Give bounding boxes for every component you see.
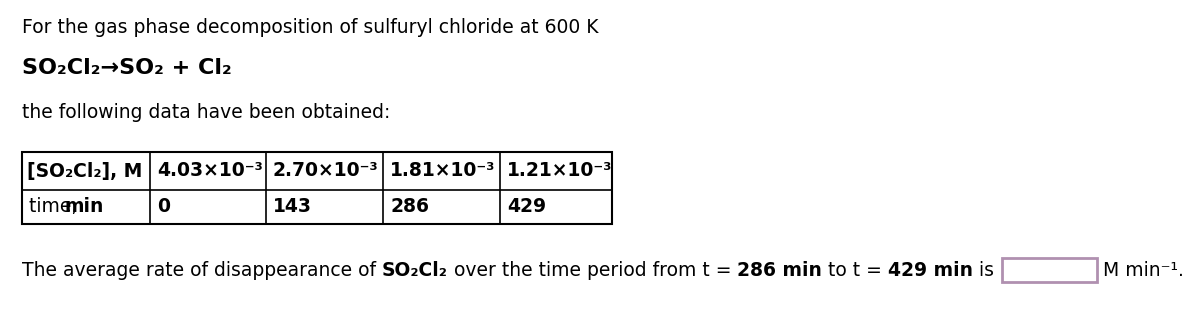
- Text: 1.81×10⁻³: 1.81×10⁻³: [390, 162, 496, 180]
- Text: 429: 429: [508, 197, 546, 217]
- Text: The average rate of disappearance of: The average rate of disappearance of: [22, 260, 382, 280]
- Text: over the time period from t =: over the time period from t =: [448, 260, 737, 280]
- Text: 429 min: 429 min: [888, 260, 973, 280]
- Text: time,: time,: [29, 197, 83, 217]
- Text: For the gas phase decomposition of sulfuryl chloride at 600 K: For the gas phase decomposition of sulfu…: [22, 18, 599, 37]
- Text: 4.03×10⁻³: 4.03×10⁻³: [157, 162, 263, 180]
- Text: 286: 286: [390, 197, 430, 217]
- FancyBboxPatch shape: [1002, 258, 1097, 282]
- Text: the following data have been obtained:: the following data have been obtained:: [22, 103, 390, 122]
- Bar: [22, 152, 612, 224]
- Text: 1.21×10⁻³: 1.21×10⁻³: [508, 162, 612, 180]
- Text: min: min: [65, 197, 104, 217]
- Text: SO₂Cl₂: SO₂Cl₂: [382, 260, 448, 280]
- Text: SO₂Cl₂→SO₂ + Cl₂: SO₂Cl₂→SO₂ + Cl₂: [22, 58, 232, 78]
- Text: 2.70×10⁻³: 2.70×10⁻³: [274, 162, 379, 180]
- Text: 0: 0: [157, 197, 170, 217]
- Text: is: is: [973, 260, 1000, 280]
- Text: 286 min: 286 min: [737, 260, 822, 280]
- Text: M min⁻¹.: M min⁻¹.: [1103, 260, 1184, 280]
- Text: to t =: to t =: [822, 260, 888, 280]
- Text: 143: 143: [274, 197, 312, 217]
- Text: [SO₂Cl₂], M: [SO₂Cl₂], M: [28, 162, 143, 180]
